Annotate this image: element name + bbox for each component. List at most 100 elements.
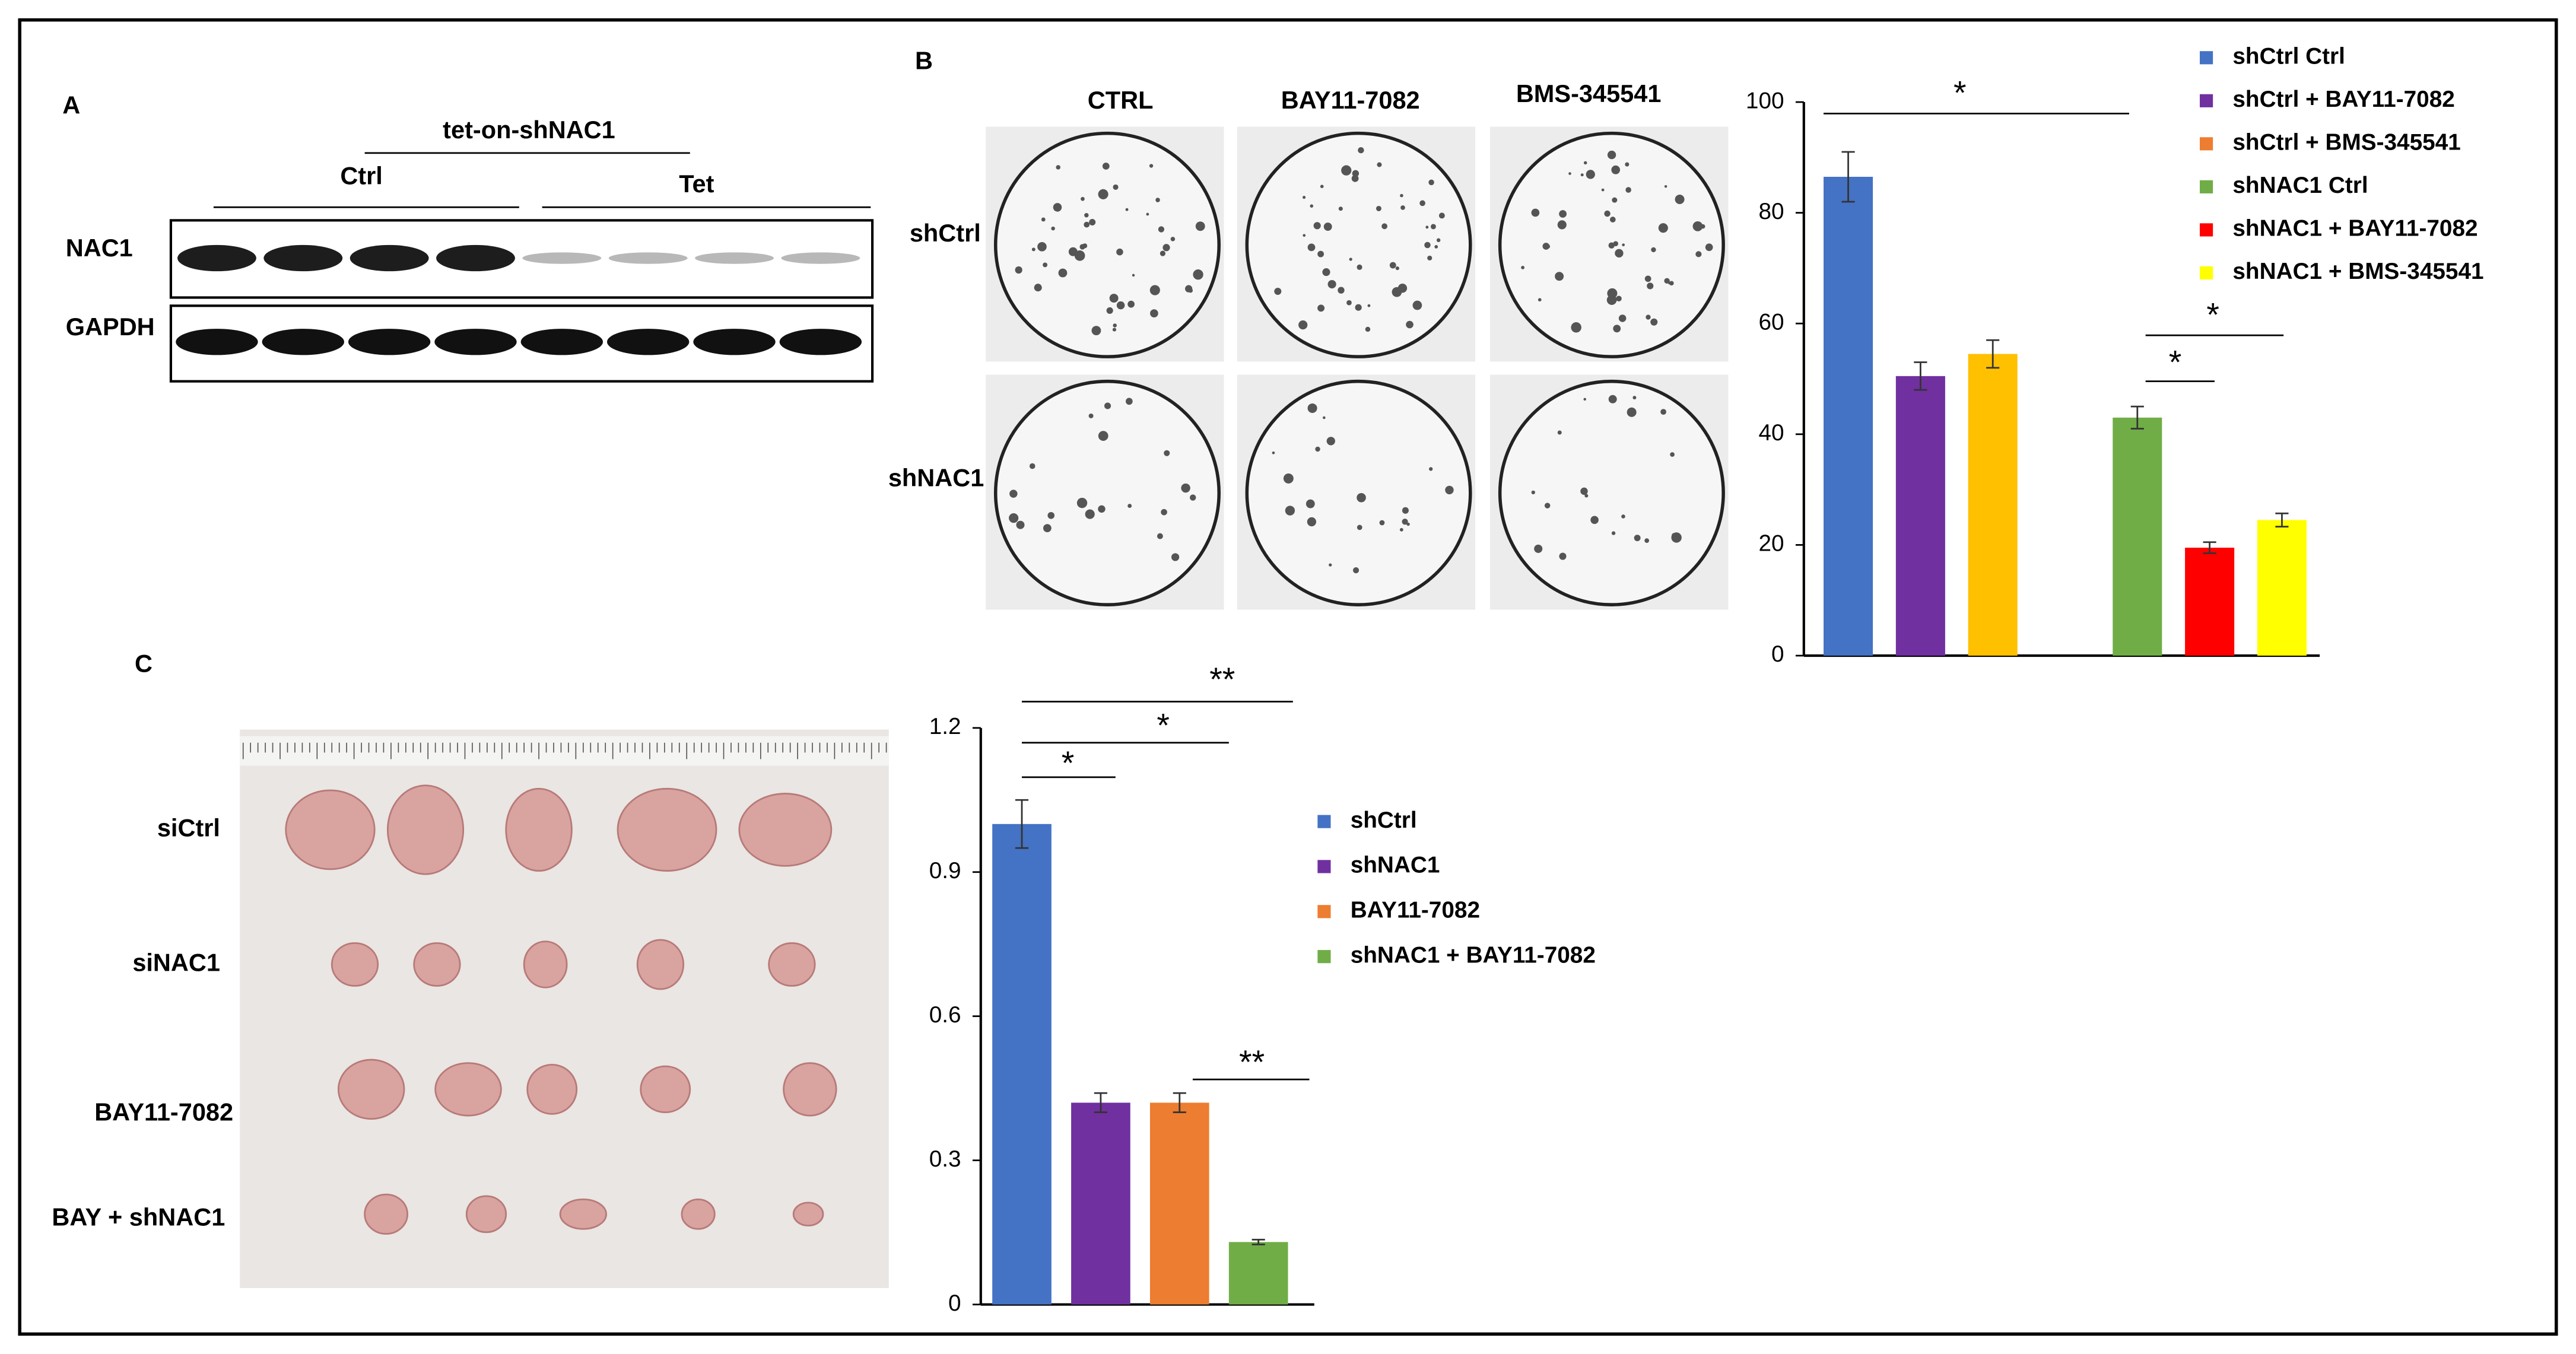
significance-mark: * bbox=[1062, 745, 1075, 781]
colony bbox=[1534, 544, 1543, 553]
colony bbox=[1181, 483, 1190, 493]
colony bbox=[1303, 196, 1306, 199]
band bbox=[608, 252, 688, 264]
colony bbox=[1402, 519, 1408, 525]
colony bbox=[1406, 522, 1410, 526]
tumor bbox=[681, 1198, 716, 1230]
colony bbox=[1445, 485, 1454, 495]
colony bbox=[1419, 200, 1425, 206]
colony bbox=[1068, 247, 1078, 256]
colony bbox=[1583, 161, 1587, 165]
error-bar bbox=[1252, 1238, 1265, 1245]
colony bbox=[1646, 314, 1651, 320]
panel-label: A bbox=[62, 91, 80, 119]
colony bbox=[1320, 185, 1324, 189]
colony bbox=[1155, 198, 1160, 202]
colony bbox=[1031, 247, 1036, 252]
colony bbox=[1358, 147, 1364, 154]
colony bbox=[1323, 416, 1326, 419]
colony bbox=[1306, 499, 1315, 508]
band bbox=[263, 244, 343, 272]
colony bbox=[1089, 218, 1096, 226]
colony bbox=[1307, 517, 1317, 527]
colony bbox=[1406, 320, 1414, 329]
band bbox=[350, 244, 429, 272]
band bbox=[177, 244, 256, 272]
colony bbox=[1625, 187, 1631, 193]
legend-label: shNAC1 + BMS-345541 bbox=[2232, 259, 2483, 284]
column-label: BAY11-7082 bbox=[1281, 86, 1420, 114]
plate bbox=[993, 379, 1221, 606]
colony bbox=[1116, 248, 1123, 256]
ruler bbox=[240, 736, 889, 766]
colony bbox=[1618, 314, 1627, 322]
colony bbox=[1664, 185, 1667, 188]
colony bbox=[1650, 318, 1658, 326]
bar bbox=[2185, 548, 2235, 656]
column-label: BMS-345541 bbox=[1516, 80, 1662, 107]
colony bbox=[1611, 531, 1616, 535]
plate bbox=[1245, 379, 1472, 606]
colony bbox=[1047, 511, 1055, 519]
colony bbox=[1158, 226, 1165, 233]
tumor bbox=[331, 942, 379, 987]
colony bbox=[1634, 535, 1641, 542]
colony bbox=[1557, 430, 1562, 435]
colony bbox=[1081, 196, 1085, 201]
band bbox=[520, 329, 603, 355]
colony bbox=[1424, 241, 1431, 249]
colony bbox=[1608, 242, 1615, 249]
tumor bbox=[792, 1202, 824, 1227]
y-tick-label: 80 bbox=[1758, 199, 1784, 224]
band bbox=[262, 329, 344, 355]
significance-mark: * bbox=[2169, 344, 2182, 381]
y-tick-label: 20 bbox=[1758, 531, 1784, 557]
colony bbox=[1126, 398, 1133, 405]
tumor bbox=[465, 1195, 507, 1234]
bar bbox=[1895, 376, 1945, 656]
y-tick-label: 60 bbox=[1758, 309, 1784, 335]
row-label: BAY11-7082 bbox=[94, 1098, 233, 1126]
colony bbox=[1098, 505, 1106, 513]
colony bbox=[1357, 492, 1366, 503]
significance-mark: * bbox=[1954, 75, 1967, 112]
legend-marker bbox=[2200, 137, 2213, 151]
colony bbox=[1043, 524, 1052, 533]
colony bbox=[1043, 262, 1048, 268]
error-bar bbox=[1173, 1092, 1186, 1114]
colony bbox=[1317, 250, 1324, 258]
legend-marker bbox=[1317, 815, 1331, 828]
colony bbox=[1615, 249, 1624, 258]
colony bbox=[1377, 162, 1382, 167]
colony bbox=[1351, 174, 1359, 182]
colony bbox=[1651, 247, 1656, 253]
colony bbox=[1088, 413, 1094, 418]
colony bbox=[1188, 288, 1193, 293]
colony bbox=[1412, 300, 1422, 310]
tumors bbox=[242, 742, 887, 1235]
colony bbox=[1116, 301, 1125, 310]
colony bbox=[1298, 320, 1308, 330]
colony bbox=[1056, 165, 1060, 170]
colony bbox=[1326, 437, 1335, 446]
colony bbox=[1106, 307, 1113, 314]
row-label: shCtrl bbox=[910, 219, 981, 247]
bar bbox=[1071, 1102, 1130, 1305]
legend-marker bbox=[2200, 180, 2213, 193]
colony bbox=[1367, 304, 1371, 307]
colony bbox=[1149, 164, 1154, 168]
colony bbox=[1400, 205, 1405, 210]
error-bar bbox=[1841, 151, 1855, 203]
colony bbox=[1531, 208, 1540, 217]
colony bbox=[1376, 205, 1381, 211]
bar bbox=[992, 824, 1052, 1305]
colony bbox=[1157, 533, 1163, 539]
row-label: shNAC1 bbox=[888, 464, 984, 492]
tumor bbox=[434, 1062, 502, 1117]
row-label: BAY + shNAC1 bbox=[52, 1203, 225, 1231]
colony bbox=[1127, 504, 1132, 508]
colony bbox=[1164, 450, 1170, 456]
blot-bands bbox=[176, 244, 862, 355]
band bbox=[522, 252, 602, 264]
